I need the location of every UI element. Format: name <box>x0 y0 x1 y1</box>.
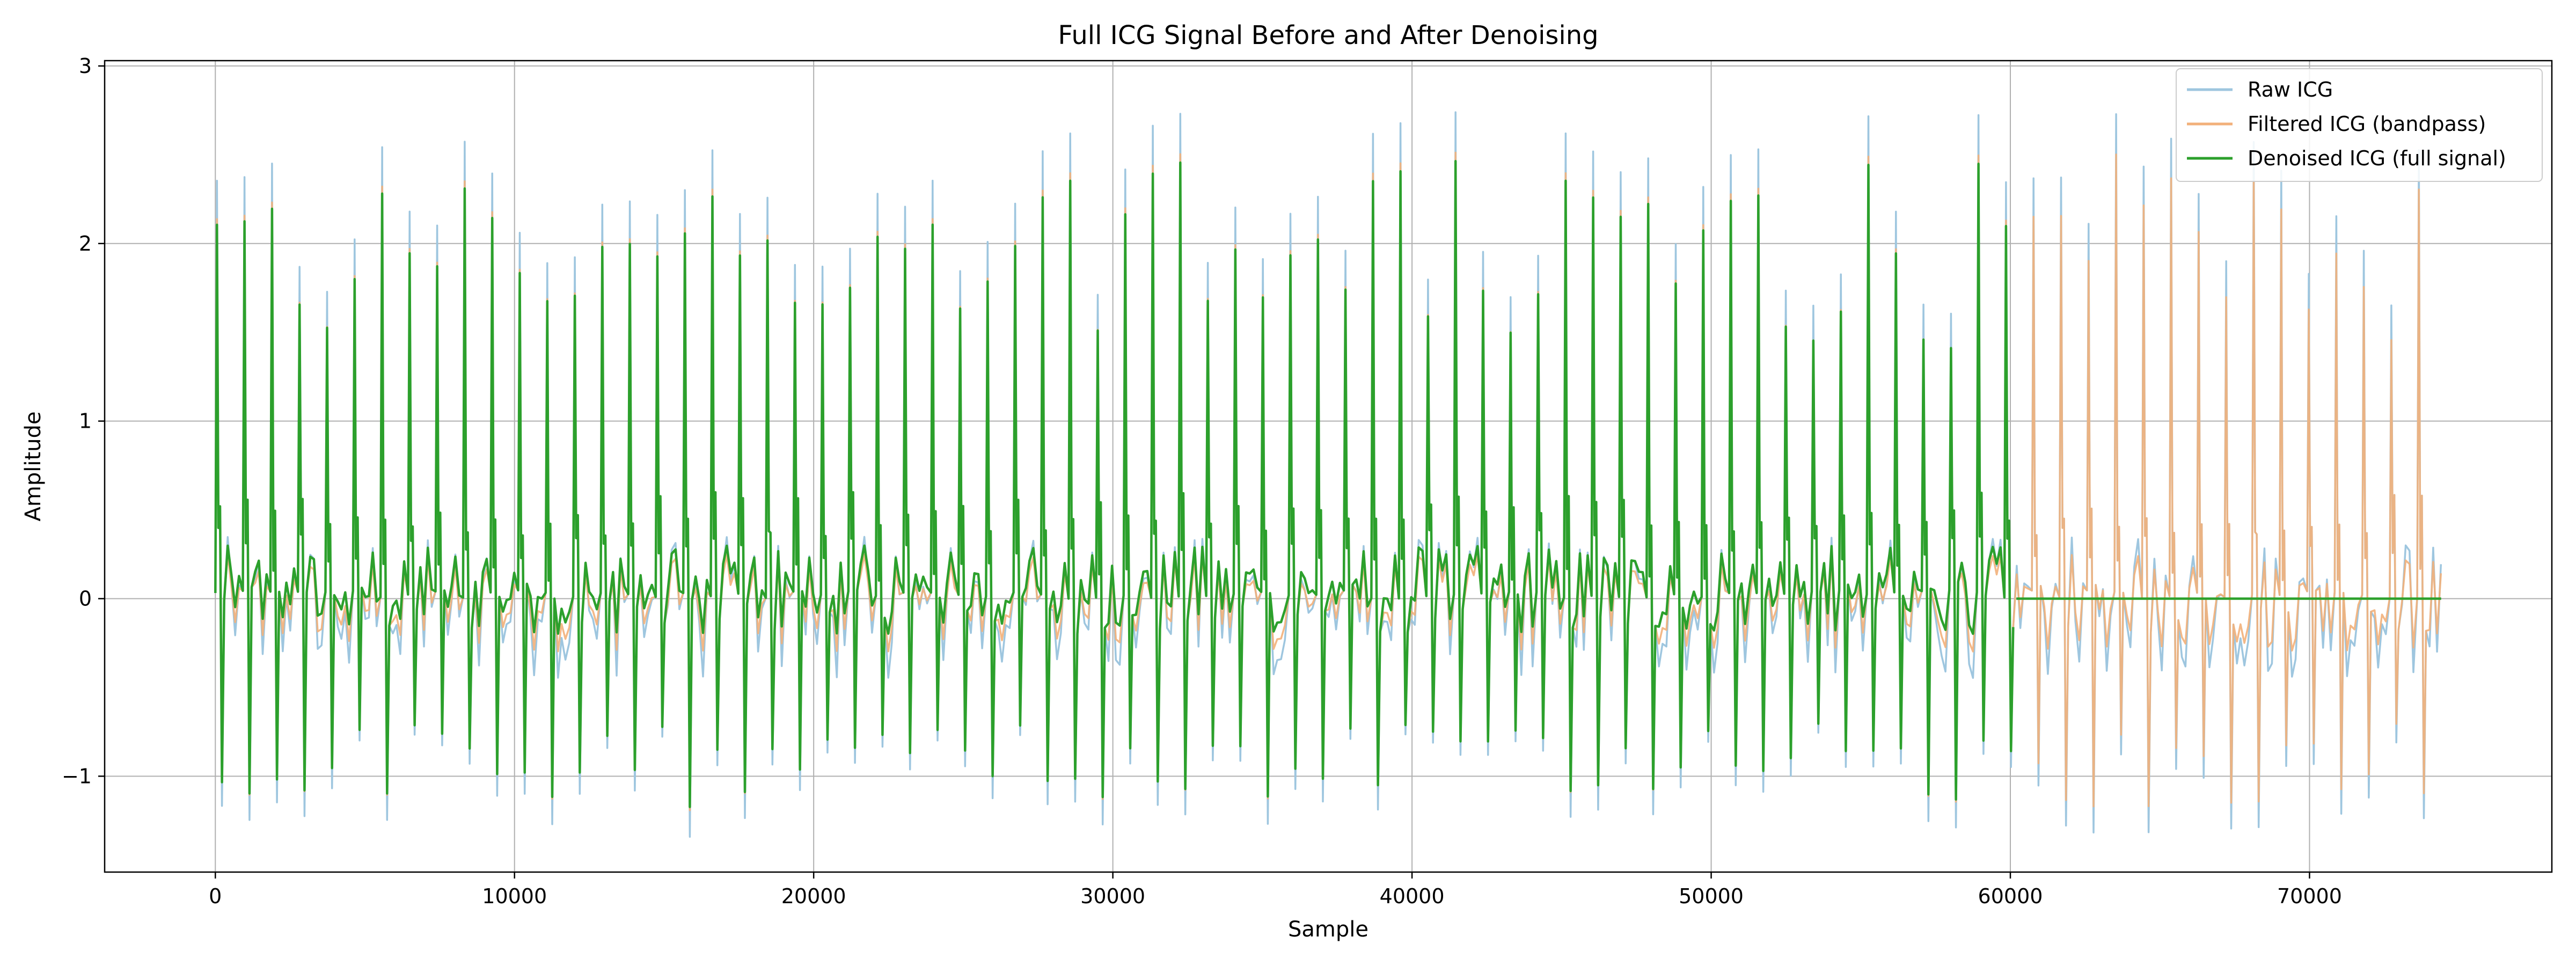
axis-ticks: 0 10000 20000 30000 40000 50000 60000 70000 −1 0 1… <box>62 54 2342 908</box>
x-tick-label: 0 <box>209 884 222 908</box>
legend-entry-raw: Raw ICG <box>2248 78 2333 101</box>
y-tick-label: −1 <box>62 764 92 788</box>
plot-frame <box>104 60 2553 873</box>
series-lines <box>214 111 2442 838</box>
legend-frame <box>2176 68 2543 182</box>
x-tick-label: 70000 <box>2277 884 2342 908</box>
y-tick-label: 2 <box>79 232 92 255</box>
y-axis-label: Amplitude <box>21 412 46 522</box>
x-tick-label: 10000 <box>482 884 547 908</box>
legend-entry-filtered: Filtered ICG (bandpass) <box>2248 112 2486 136</box>
legend: Raw ICG Filtered ICG (bandpass) Denoised… <box>2176 68 2543 182</box>
x-axis-label: Sample <box>1288 917 1368 942</box>
legend-entry-denoised: Denoised ICG (full signal) <box>2248 147 2506 170</box>
x-tick-label: 30000 <box>1080 884 1145 908</box>
chart-title: Full ICG Signal Before and After Denoisi… <box>1058 20 1598 50</box>
x-tick-label: 20000 <box>781 884 846 908</box>
series-line-2 <box>214 160 2015 808</box>
plot-area <box>105 61 2552 872</box>
y-tick-label: 0 <box>79 587 92 610</box>
y-tick-label: 1 <box>79 409 92 433</box>
x-tick-label: 50000 <box>1679 884 1744 908</box>
x-tick-label: 60000 <box>1978 884 2043 908</box>
x-tick-label: 40000 <box>1380 884 1445 908</box>
y-tick-label: 3 <box>79 54 92 78</box>
